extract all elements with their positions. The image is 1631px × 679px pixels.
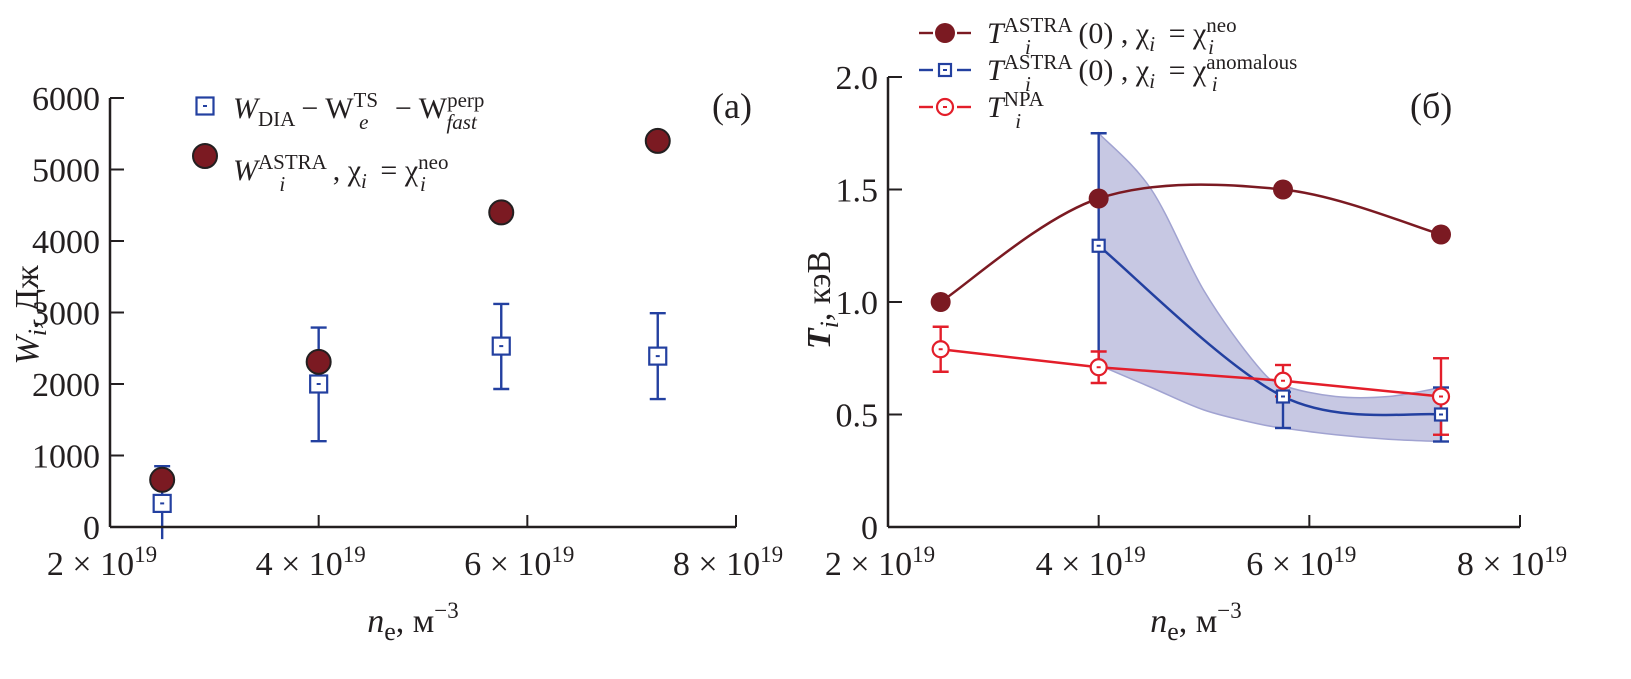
data-point-circle [488, 199, 515, 226]
panel-a-energy: 0 1000 2000 3000 4000 5000 6000 2 × 1019 4 × 101… [9, 81, 783, 646]
x-tick-label: 4 × 1019 [1036, 542, 1146, 583]
data-point-circle [192, 143, 218, 169]
legend-label: TNPA i [987, 87, 1050, 133]
x-tick-label: 6 × 1019 [464, 542, 574, 583]
legend-entry: TASTRA i (0) , χi = χanomalous i [919, 50, 1303, 96]
legend-label: TASTRA i (0) , χi = χanomalous i [987, 50, 1303, 96]
y-tick-label: 1.5 [836, 173, 879, 210]
panel-b-temperature: 0 0.5 1.0 1.5 2.0 2 × 1019 4 × 1019 6 × 1019 8 ×… [801, 13, 1567, 646]
data-point-circle [149, 466, 176, 493]
y-axis-title: Ti, кэВ [801, 251, 844, 349]
uncertainty-band [1097, 131, 1442, 443]
data-point-circle [644, 127, 671, 154]
y-tick-label: 0 [83, 510, 100, 547]
panel-label: (a) [712, 86, 752, 126]
x-axis-title: ne, м−3 [1150, 598, 1242, 646]
y-tick-label: 2.0 [836, 60, 879, 97]
legend-label: TASTRA i (0) , χi = χneo i [987, 13, 1242, 59]
y-tick-label: 6000 [32, 81, 100, 118]
data-point-circle [1088, 188, 1109, 209]
x-tick-label: 8 × 1019 [673, 542, 783, 583]
legend-entry: TASTRA i (0) , χi = χneo i [919, 13, 1242, 59]
legend-entry: WASTRA i , χi = χneo i [192, 143, 454, 196]
y-tick-label: 4000 [32, 224, 100, 261]
series-line [940, 348, 1442, 398]
y-tick-label: 5000 [32, 153, 100, 190]
y-axis-title: Wi, Дж [9, 265, 52, 365]
y-tick-label: 0.5 [836, 398, 879, 435]
y-tick-label: 0 [861, 510, 878, 547]
data-point-circle [930, 292, 951, 312]
x-tick-label: 6 × 1019 [1246, 542, 1356, 583]
y-tick-label: 3000 [32, 296, 100, 333]
y-tick-label: 2000 [32, 367, 100, 404]
x-tick-label: 8 × 1019 [1457, 542, 1567, 583]
legend-label: WDIA − WTS e − Wperp fast [233, 88, 497, 134]
panel-label: (б) [1410, 86, 1452, 126]
x-axis-title: ne, м−3 [367, 598, 459, 646]
legend-label: WASTRA i , χi = χneo i [233, 150, 454, 196]
y-tick-label: 1.0 [836, 285, 879, 322]
x-tick-label: 2 × 1019 [47, 542, 157, 583]
x-tick-label: 4 × 1019 [256, 542, 366, 583]
series-line [939, 183, 1442, 304]
legend-entry: WDIA − WTS e − Wperp fast [195, 88, 497, 134]
y-tick-label: 1000 [32, 439, 100, 476]
data-point-circle [1431, 224, 1451, 245]
data-point-circle [1273, 179, 1293, 200]
data-point-circle [935, 23, 955, 43]
legend-entry: TNPA i [919, 87, 1050, 133]
data-point-circle [305, 348, 332, 375]
x-tick-label: 2 × 1019 [825, 542, 935, 583]
